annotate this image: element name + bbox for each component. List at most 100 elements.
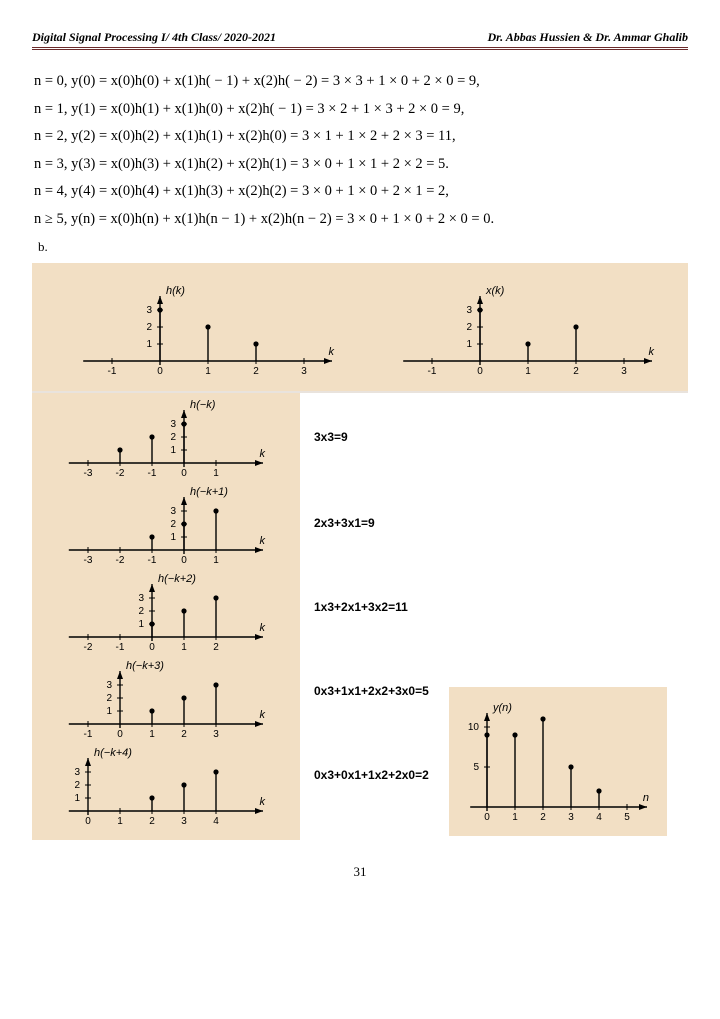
svg-text:3: 3 — [170, 506, 176, 517]
svg-text:1: 1 — [512, 812, 518, 823]
convolution-results-column: 3x3=9 2x3+3x1=9 1x3+2x1+3x2=11 0x3+1x1+2… — [300, 393, 429, 817]
svg-text:3: 3 — [621, 366, 627, 377]
svg-text:h(k): h(k) — [166, 285, 185, 297]
figure-area: -1 0 1 2 3 1 2 3 h(k) k -1 0 1 2 3 1 2 3 x(k) k -3 -2 -1 0 1 1 2… — [32, 263, 688, 840]
svg-text:3: 3 — [181, 816, 187, 827]
svg-text:-1: -1 — [148, 555, 157, 566]
svg-text:0: 0 — [477, 366, 483, 377]
svg-text:-1: -1 — [428, 366, 437, 377]
svg-text:-2: -2 — [116, 555, 125, 566]
svg-text:0: 0 — [149, 642, 155, 653]
svg-text:2: 2 — [106, 693, 112, 704]
plot-h-minus-k4: 0 1 2 3 4 1 2 3 h(−k+4) k — [36, 747, 271, 829]
conv-result: 1x3+2x1+3x2=11 — [314, 565, 429, 649]
page-header: Digital Signal Processing I/ 4th Class/ … — [32, 30, 688, 47]
svg-text:3: 3 — [138, 593, 144, 604]
plot-h-minus-k3: -10123123h(−k+3)k — [36, 660, 271, 742]
plot-hk: -10123123h(k)k — [40, 273, 340, 383]
svg-text:5: 5 — [473, 762, 479, 773]
shifted-plots-column: -3 -2 -1 0 1 1 2 3 h(−k) k -3 -2 -1 0 1 1 2 3 h(−k+1) k -2… — [32, 393, 300, 840]
svg-text:3: 3 — [213, 729, 219, 740]
svg-text:5: 5 — [624, 812, 630, 823]
page-number: 31 — [32, 864, 688, 880]
svg-text:1: 1 — [74, 793, 80, 804]
output-panel: 012345510y(n)n — [449, 687, 667, 836]
conv-result: 0x3+1x1+2x2+3x0=5 — [314, 649, 429, 733]
svg-text:-3: -3 — [84, 468, 93, 479]
svg-text:2: 2 — [149, 816, 155, 827]
svg-text:-2: -2 — [84, 642, 93, 653]
svg-text:k: k — [260, 535, 266, 547]
conv-result: 3x3=9 — [314, 393, 429, 481]
plot-h-minus-k1: -3-2-101123h(−k+1)k — [36, 486, 271, 568]
svg-text:4: 4 — [596, 812, 602, 823]
svg-text:0: 0 — [181, 555, 187, 566]
svg-text:0: 0 — [484, 812, 490, 823]
svg-text:1: 1 — [138, 619, 144, 630]
svg-text:1: 1 — [205, 366, 211, 377]
equation-line: n = 3, y(3) = x(0)h(3) + x(1)h(2) + x(2)… — [34, 151, 688, 179]
svg-text:1: 1 — [213, 468, 219, 479]
svg-text:-1: -1 — [148, 468, 157, 479]
equation-line: n = 4, y(4) = x(0)h(4) + x(1)h(3) + x(2)… — [34, 178, 688, 206]
conv-result: 0x3+0x1+1x2+2x0=2 — [314, 733, 429, 817]
svg-text:1: 1 — [117, 816, 123, 827]
svg-text:1: 1 — [146, 339, 152, 350]
svg-text:2: 2 — [138, 606, 144, 617]
svg-text:h(−k): h(−k) — [190, 399, 216, 411]
svg-text:1: 1 — [106, 706, 112, 717]
equation-block: n = 0, y(0) = x(0)h(0) + x(1)h( − 1) + x… — [34, 68, 688, 233]
svg-text:2: 2 — [146, 322, 152, 333]
svg-text:3: 3 — [170, 419, 176, 430]
svg-text:3: 3 — [106, 680, 112, 691]
svg-text:k: k — [260, 622, 266, 634]
svg-text:-1: -1 — [108, 366, 117, 377]
svg-text:3: 3 — [301, 366, 307, 377]
svg-text:-1: -1 — [84, 729, 93, 740]
svg-text:1: 1 — [181, 642, 187, 653]
header-right: Dr. Abbas Hussien & Dr. Ammar Ghalib — [488, 30, 689, 45]
svg-text:2: 2 — [213, 642, 219, 653]
bottom-row: -3 -2 -1 0 1 1 2 3 h(−k) k -3 -2 -1 0 1 1 2 3 h(−k+1) k -2… — [32, 393, 688, 840]
svg-text:-1: -1 — [116, 642, 125, 653]
svg-text:2: 2 — [170, 519, 176, 530]
svg-text:h(−k+4): h(−k+4) — [94, 747, 132, 759]
plot-xk: -10123123x(k)k — [360, 273, 660, 383]
svg-text:3: 3 — [568, 812, 574, 823]
plot-h-minus-k2: -2 -1 0 1 2 1 2 3 h(−k+2) k — [36, 573, 271, 655]
svg-text:-2: -2 — [116, 468, 125, 479]
svg-text:h(−k+2): h(−k+2) — [158, 573, 196, 585]
equation-line: n = 0, y(0) = x(0)h(0) + x(1)h( − 1) + x… — [34, 68, 688, 96]
svg-text:1: 1 — [170, 532, 176, 543]
svg-text:2: 2 — [74, 780, 80, 791]
svg-text:1: 1 — [170, 445, 176, 456]
svg-text:k: k — [260, 796, 266, 808]
header-left: Digital Signal Processing I/ 4th Class/ … — [32, 30, 276, 45]
svg-text:h(−k+1): h(−k+1) — [190, 486, 228, 498]
svg-text:2: 2 — [181, 729, 187, 740]
svg-text:10: 10 — [468, 722, 480, 733]
equation-line: n = 1, y(1) = x(0)h(1) + x(1)h(0) + x(2)… — [34, 96, 688, 124]
svg-text:1: 1 — [525, 366, 531, 377]
svg-text:0: 0 — [85, 816, 91, 827]
svg-text:2: 2 — [540, 812, 546, 823]
svg-text:0: 0 — [181, 468, 187, 479]
svg-text:k: k — [329, 346, 335, 358]
svg-text:2: 2 — [573, 366, 579, 377]
svg-text:3: 3 — [146, 305, 152, 316]
svg-text:n: n — [643, 792, 649, 804]
svg-text:-3: -3 — [84, 555, 93, 566]
svg-text:1: 1 — [466, 339, 472, 350]
equation-line: n = 2, y(2) = x(0)h(2) + x(1)h(1) + x(2)… — [34, 123, 688, 151]
svg-text:k: k — [260, 448, 266, 460]
svg-text:4: 4 — [213, 816, 219, 827]
plot-h-minus-k: -3 -2 -1 0 1 1 2 3 h(−k) k — [36, 399, 271, 481]
svg-text:2: 2 — [253, 366, 259, 377]
conv-result: 2x3+3x1=9 — [314, 481, 429, 565]
plot-yn: 012345510y(n)n — [455, 695, 655, 825]
svg-text:3: 3 — [466, 305, 472, 316]
svg-text:2: 2 — [170, 432, 176, 443]
svg-text:x(k): x(k) — [485, 285, 505, 297]
header-rule — [32, 47, 688, 50]
svg-text:3: 3 — [74, 767, 80, 778]
